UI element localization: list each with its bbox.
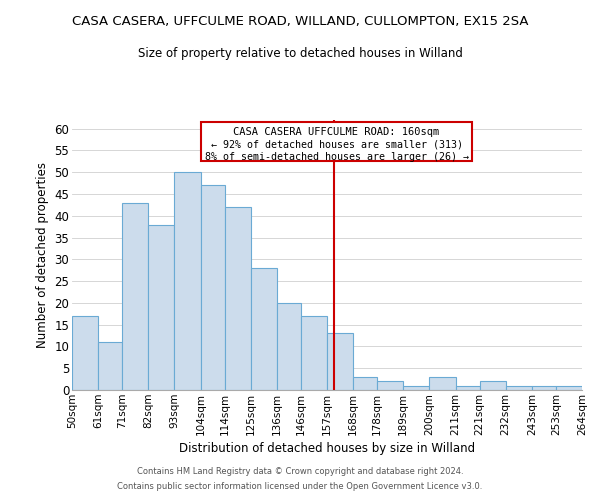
Bar xyxy=(479,382,506,390)
Bar xyxy=(556,386,582,390)
Bar xyxy=(455,386,479,390)
Bar xyxy=(377,382,403,390)
Bar xyxy=(327,334,353,390)
Y-axis label: Number of detached properties: Number of detached properties xyxy=(36,162,49,348)
Bar xyxy=(224,207,251,390)
Bar xyxy=(301,316,327,390)
Bar xyxy=(251,268,277,390)
Bar xyxy=(122,202,148,390)
Bar xyxy=(532,386,556,390)
Bar xyxy=(430,377,455,390)
Text: Contains public sector information licensed under the Open Government Licence v3: Contains public sector information licen… xyxy=(118,482,482,491)
Text: Contains HM Land Registry data © Crown copyright and database right 2024.: Contains HM Land Registry data © Crown c… xyxy=(137,467,463,476)
Bar xyxy=(353,377,377,390)
Bar xyxy=(506,386,532,390)
Bar xyxy=(403,386,430,390)
Text: ← 92% of detached houses are smaller (313): ← 92% of detached houses are smaller (31… xyxy=(211,140,463,149)
FancyBboxPatch shape xyxy=(200,122,472,162)
Bar xyxy=(277,303,301,390)
Bar xyxy=(148,224,175,390)
Bar xyxy=(175,172,200,390)
Text: CASA CASERA UFFCULME ROAD: 160sqm: CASA CASERA UFFCULME ROAD: 160sqm xyxy=(233,128,440,138)
Bar xyxy=(98,342,122,390)
Text: Size of property relative to detached houses in Willand: Size of property relative to detached ho… xyxy=(137,48,463,60)
Bar xyxy=(72,316,98,390)
Text: 8% of semi-detached houses are larger (26) →: 8% of semi-detached houses are larger (2… xyxy=(205,152,469,162)
Text: CASA CASERA, UFFCULME ROAD, WILLAND, CULLOMPTON, EX15 2SA: CASA CASERA, UFFCULME ROAD, WILLAND, CUL… xyxy=(72,15,528,28)
Bar xyxy=(200,186,224,390)
X-axis label: Distribution of detached houses by size in Willand: Distribution of detached houses by size … xyxy=(179,442,475,455)
